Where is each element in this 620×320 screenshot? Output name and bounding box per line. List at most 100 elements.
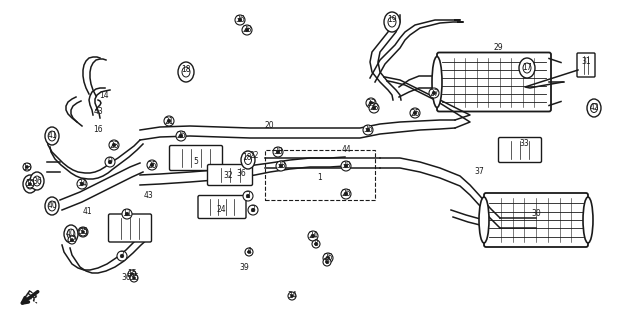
Circle shape — [277, 150, 280, 154]
Circle shape — [109, 140, 119, 150]
Text: 37: 37 — [474, 166, 484, 175]
Text: 23: 23 — [109, 140, 119, 149]
Text: 13: 13 — [22, 163, 32, 172]
Circle shape — [326, 256, 330, 260]
Circle shape — [179, 134, 183, 138]
Text: 17: 17 — [522, 63, 532, 73]
Circle shape — [366, 98, 376, 108]
Text: 36: 36 — [363, 125, 373, 134]
Text: 7: 7 — [120, 252, 125, 260]
Circle shape — [77, 179, 87, 189]
Circle shape — [242, 25, 252, 35]
Ellipse shape — [45, 127, 59, 145]
Text: 11: 11 — [122, 210, 131, 219]
Circle shape — [246, 194, 250, 198]
FancyBboxPatch shape — [498, 138, 541, 163]
Text: 18: 18 — [181, 66, 191, 75]
Text: 25: 25 — [410, 108, 420, 117]
Circle shape — [311, 234, 315, 238]
Text: 35: 35 — [129, 274, 139, 283]
Circle shape — [150, 163, 154, 167]
Ellipse shape — [587, 99, 601, 117]
Circle shape — [273, 147, 283, 157]
Text: 33: 33 — [519, 139, 529, 148]
Text: 25: 25 — [323, 253, 333, 262]
Circle shape — [344, 192, 348, 196]
Circle shape — [23, 163, 31, 171]
Text: 24: 24 — [216, 204, 226, 213]
Circle shape — [429, 88, 439, 98]
Text: 28: 28 — [370, 103, 379, 113]
Text: 36: 36 — [121, 274, 131, 283]
Text: 27: 27 — [429, 89, 439, 98]
Circle shape — [432, 91, 436, 95]
Circle shape — [235, 15, 245, 25]
FancyBboxPatch shape — [198, 196, 246, 219]
Circle shape — [410, 108, 420, 118]
Text: 12: 12 — [67, 236, 77, 244]
Text: 6: 6 — [324, 258, 329, 267]
Circle shape — [369, 103, 379, 113]
Circle shape — [29, 183, 32, 185]
Text: 40: 40 — [47, 202, 57, 211]
Circle shape — [288, 292, 296, 300]
Text: 19: 19 — [387, 15, 397, 25]
Circle shape — [344, 164, 348, 168]
Text: 43: 43 — [94, 108, 104, 116]
Circle shape — [363, 125, 373, 135]
Text: 23: 23 — [366, 99, 376, 108]
Circle shape — [133, 276, 135, 279]
Circle shape — [164, 116, 174, 126]
Text: 5: 5 — [193, 157, 198, 166]
Text: 21: 21 — [164, 116, 174, 125]
Circle shape — [108, 160, 112, 164]
Circle shape — [112, 143, 116, 147]
Text: 28: 28 — [242, 26, 252, 35]
Ellipse shape — [178, 62, 194, 82]
Ellipse shape — [23, 175, 37, 193]
Text: 36: 36 — [235, 15, 245, 25]
Ellipse shape — [583, 197, 593, 243]
Circle shape — [243, 191, 253, 201]
Circle shape — [370, 101, 373, 105]
Ellipse shape — [64, 225, 78, 243]
Text: 25: 25 — [147, 161, 157, 170]
Text: 31: 31 — [581, 58, 591, 67]
FancyBboxPatch shape — [484, 193, 588, 247]
Ellipse shape — [182, 67, 190, 77]
Text: 24: 24 — [308, 231, 318, 241]
Ellipse shape — [523, 63, 531, 73]
Circle shape — [125, 212, 129, 216]
Circle shape — [366, 128, 370, 132]
FancyBboxPatch shape — [208, 164, 252, 186]
Circle shape — [71, 239, 73, 241]
Text: 42: 42 — [589, 103, 599, 113]
Text: 32: 32 — [223, 171, 233, 180]
Circle shape — [248, 205, 258, 215]
Circle shape — [130, 274, 138, 282]
Text: 26: 26 — [341, 189, 351, 198]
Ellipse shape — [384, 12, 400, 32]
Text: 8: 8 — [314, 239, 319, 249]
Circle shape — [251, 208, 255, 212]
Text: 34: 34 — [287, 292, 297, 300]
Ellipse shape — [26, 179, 34, 189]
Circle shape — [326, 260, 329, 263]
Ellipse shape — [48, 201, 56, 211]
Circle shape — [312, 240, 320, 248]
Text: 22: 22 — [249, 151, 259, 161]
Text: 43: 43 — [143, 190, 153, 199]
Text: 20: 20 — [264, 121, 274, 130]
Circle shape — [25, 166, 29, 168]
Circle shape — [238, 18, 242, 22]
Text: FR.: FR. — [22, 290, 40, 307]
Text: 38: 38 — [276, 162, 286, 171]
Text: 44: 44 — [342, 146, 352, 155]
FancyBboxPatch shape — [437, 52, 551, 111]
Circle shape — [167, 119, 170, 123]
Circle shape — [323, 253, 333, 263]
Circle shape — [81, 230, 85, 234]
Text: 29: 29 — [493, 43, 503, 52]
Text: 3: 3 — [250, 205, 255, 214]
Circle shape — [414, 111, 417, 115]
